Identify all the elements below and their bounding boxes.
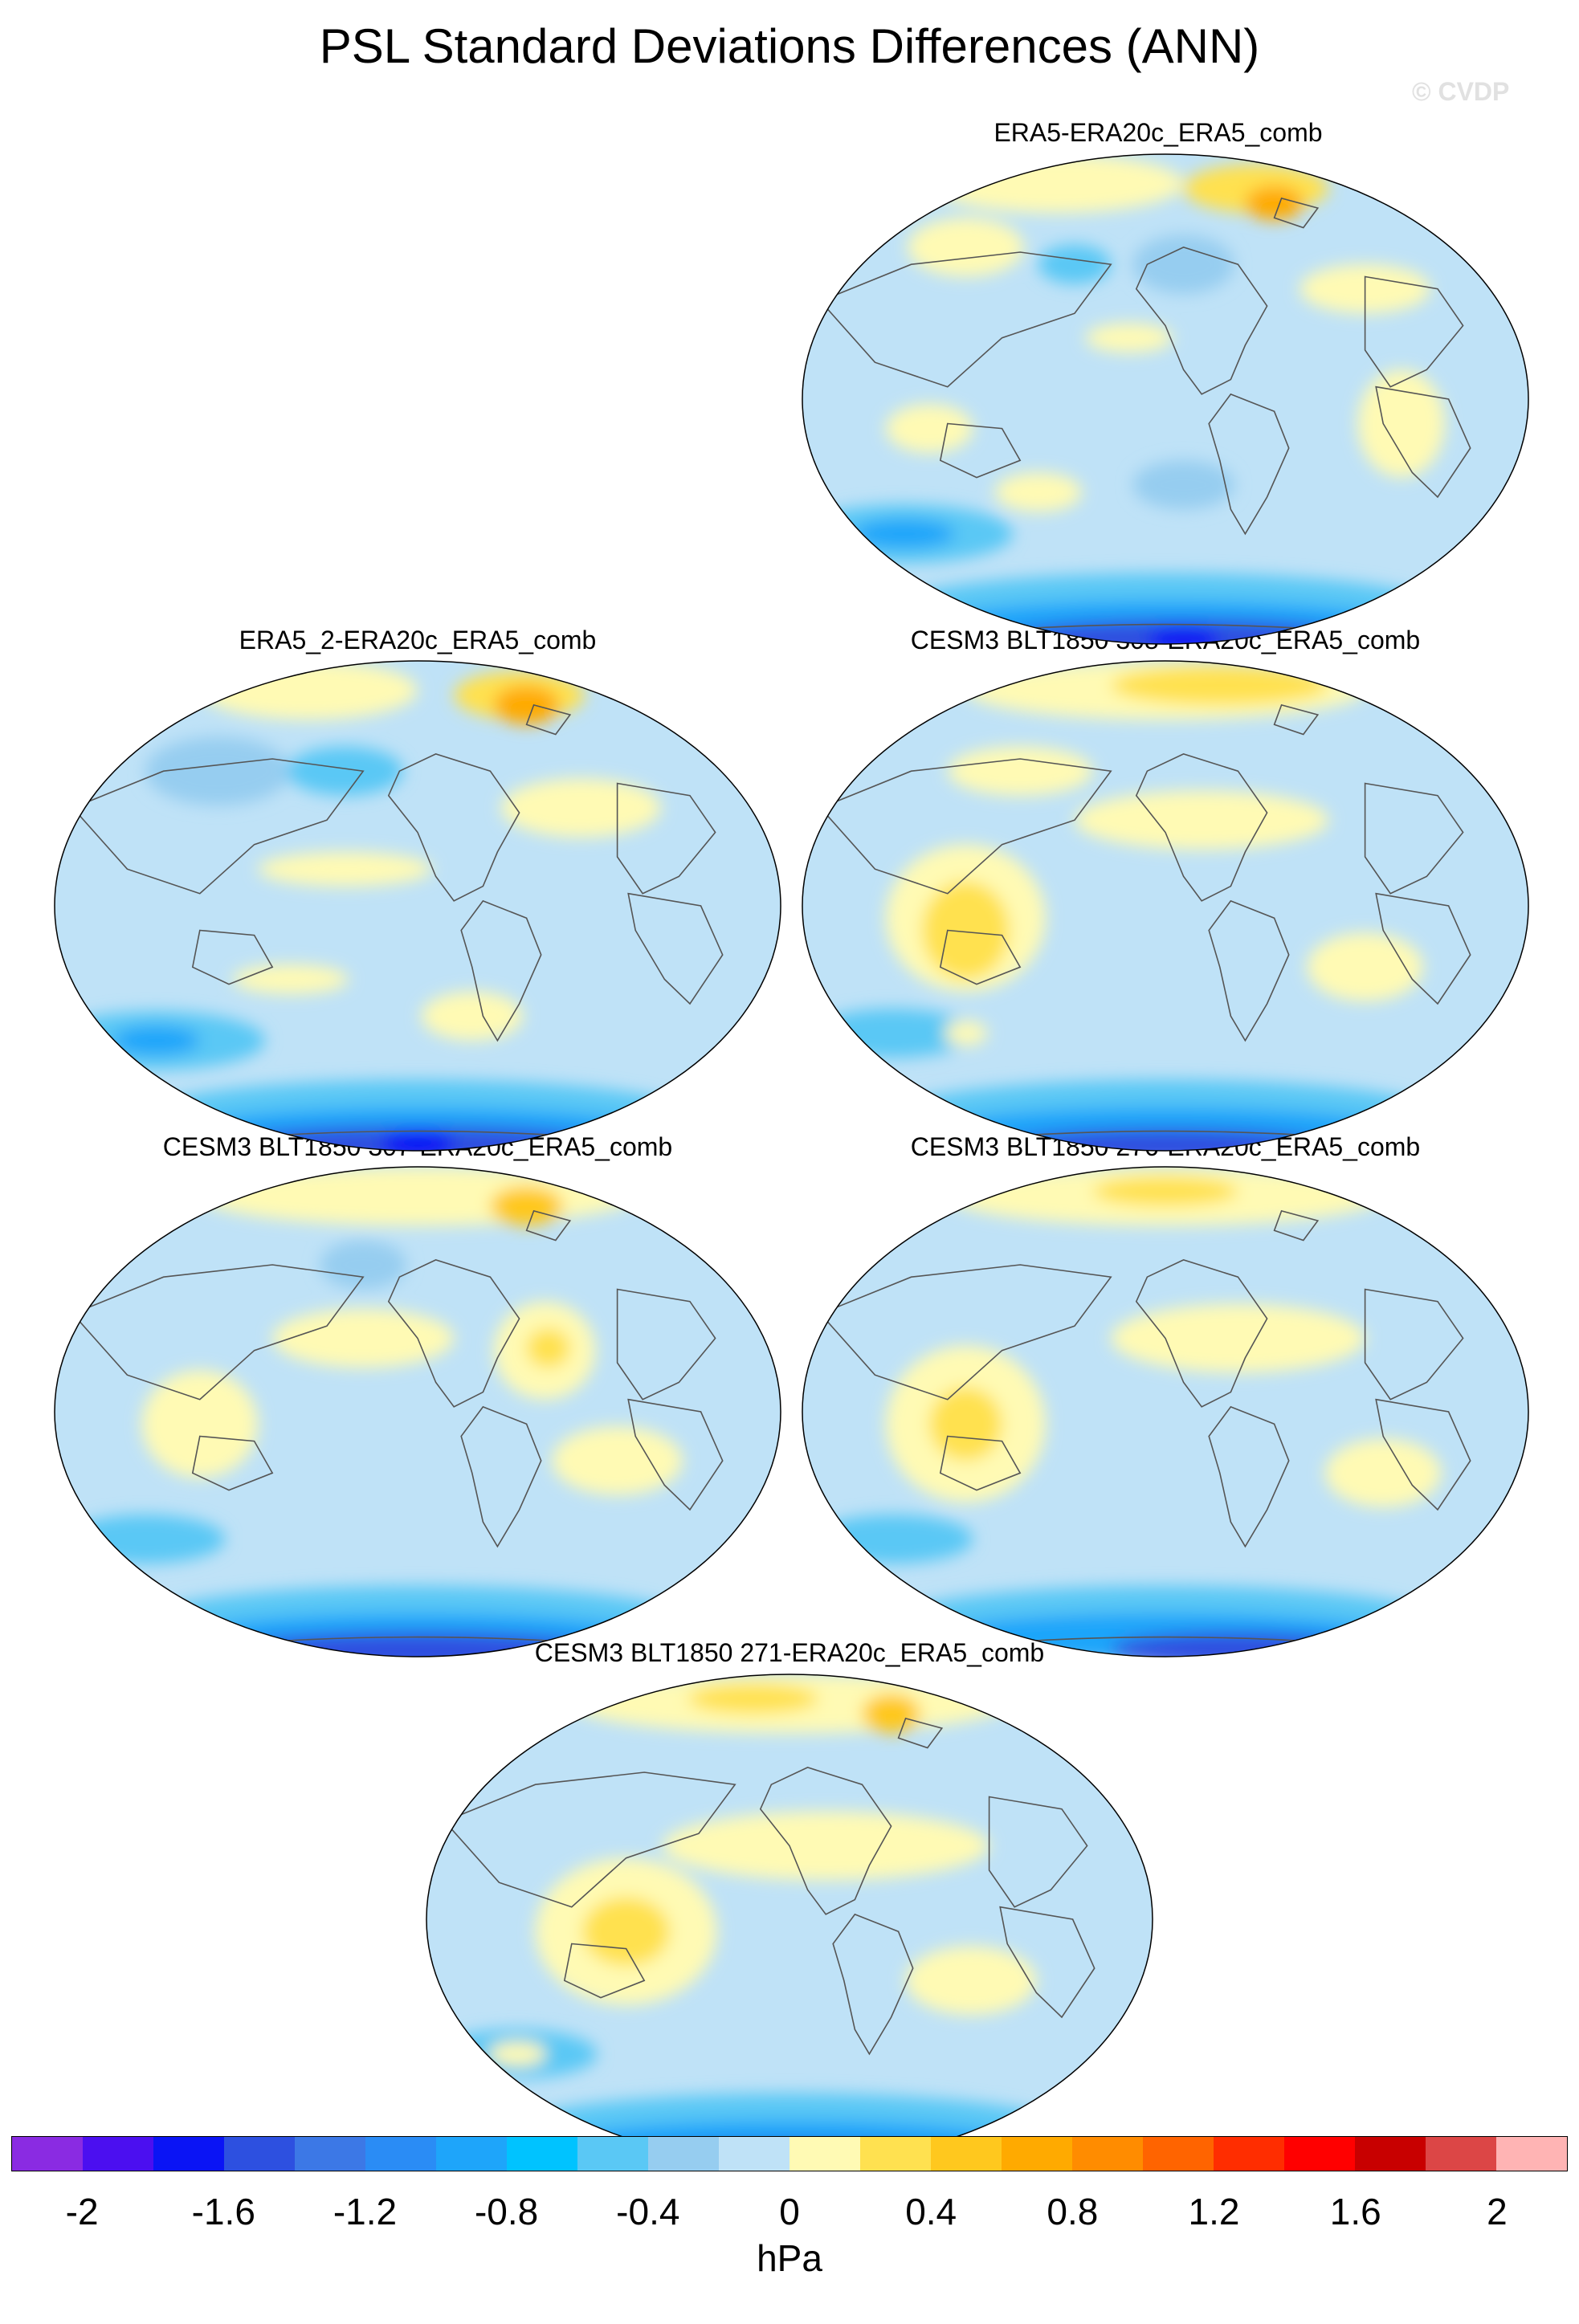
colorbar-tick-label: 1.6 [1330,2189,1381,2234]
colorbar-tick-label: 0.8 [1047,2189,1098,2234]
anomaly-region [66,1515,226,1564]
anomaly-region [258,852,432,887]
map-background [426,1674,1153,2164]
colorbar-swatch [295,2137,365,2171]
map-panel [51,1164,784,1660]
anomaly-region [1093,1176,1238,1206]
map-panel [799,151,1532,647]
map-panel [799,1164,1532,1660]
colorbar-swatch [1496,2137,1567,2171]
colorbar-tick-label: -1.2 [333,2189,397,2234]
colorbar-swatch [577,2137,648,2171]
anomaly-region [1132,460,1234,509]
anomaly-region [200,1167,635,1225]
colorbar-swatch [153,2137,224,2171]
colorbar-swatch [648,2137,719,2171]
colorbar-tick-label: 0 [779,2189,800,2234]
anomaly-region [908,218,1024,276]
colorbar-swatch [1426,2137,1496,2171]
colorbar-tick-label: -2 [66,2189,99,2234]
panel-title: ERA5-ERA20c_ERA5_comb [676,117,1579,148]
colorbar-tick-label: 2 [1487,2189,1508,2234]
colorbar-swatch [436,2137,507,2171]
colorbar-tick-label: -0.4 [616,2189,679,2234]
colorbar-tick-labels: -2 -1.6 -1.2 -0.8 -0.4 0 0.4 0.8 1.2 1.6 2 [0,2189,1579,2237]
map-panel [51,658,784,1154]
anomaly-region [906,1947,1037,2015]
anomaly-region [1111,1304,1365,1372]
colorbar-tick-label: -0.8 [475,2189,538,2234]
anomaly-region [1358,369,1445,477]
colorbar-unit: hPa [0,2236,1579,2281]
colorbar-swatch [1284,2137,1355,2171]
colorbar-swatch [507,2137,577,2171]
anomaly-region [687,1684,818,1714]
anomaly-region [948,747,1093,796]
colorbar-swatch [790,2137,860,2171]
anomaly-region [929,154,1183,213]
colorbar-swatch [1072,2137,1143,2171]
anomaly-region [944,1021,987,1046]
colorbar-tick-label: 0.4 [905,2189,957,2234]
anomaly-region [552,1426,683,1494]
colorbar-tick-label: -1.6 [192,2189,255,2234]
anomaly-region [527,1328,570,1368]
anomaly-region [320,1241,406,1290]
anomaly-region [862,1694,920,1733]
colorbar-swatch [83,2137,153,2171]
colorbar-swatch [12,2137,83,2171]
anomaly-region [929,1388,1002,1462]
anomaly-region [886,404,973,453]
anomaly-region [490,1186,562,1225]
anomaly-region [853,519,955,548]
anomaly-region [814,1515,973,1564]
anomaly-region [1086,323,1173,353]
anomaly-region [663,1812,989,1880]
colorbar-swatch [224,2137,295,2171]
anomaly-region [422,992,524,1041]
colorbar-swatch [719,2137,790,2171]
map-background [55,661,781,1151]
colorbar-tick-label: 1.2 [1189,2189,1240,2234]
anomaly-region [1245,186,1303,221]
colorbar [11,2136,1568,2171]
anomaly-region [922,882,1009,980]
colorbar-swatch [1355,2137,1426,2171]
colorbar-swatch [860,2137,931,2171]
anomaly-region [494,686,559,725]
anomaly-region [232,964,349,994]
anomaly-region [582,1898,669,1966]
colorbar-swatch [1143,2137,1214,2171]
anomaly-region [488,2042,546,2067]
colorbar-swatch [365,2137,436,2171]
anomaly-region [200,661,418,720]
map-panel [423,1671,1156,2167]
anomaly-region [1075,791,1328,850]
anomaly-region [1111,666,1328,705]
colorbar-swatch [931,2137,1002,2171]
map-panel [799,658,1532,1154]
cvdp-watermark: © CVDP [1412,77,1509,107]
colorbar-swatch [1002,2137,1072,2171]
anomaly-region [287,747,403,796]
figure-title: PSL Standard Deviations Differences (ANN… [0,18,1579,75]
colorbar-swatch [1214,2137,1284,2171]
anomaly-region [995,473,1082,512]
